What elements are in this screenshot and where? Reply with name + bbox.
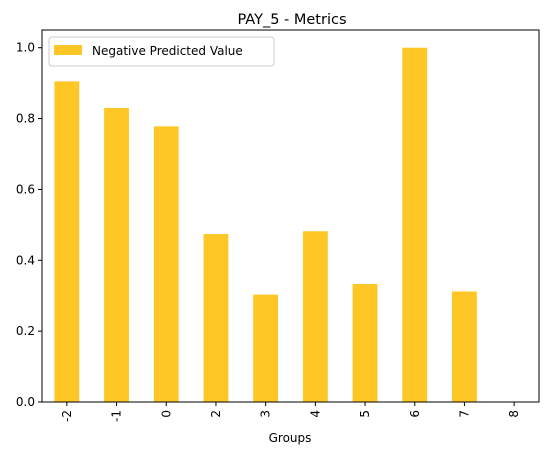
bar--2 bbox=[54, 81, 80, 402]
bar-5 bbox=[352, 284, 378, 402]
x-tick-label: 5 bbox=[358, 410, 372, 418]
x-tick-label: 6 bbox=[408, 410, 422, 418]
y-tick-label: 0.4 bbox=[16, 253, 35, 267]
x-tick-label: 7 bbox=[457, 410, 471, 418]
y-tick-label: 0.2 bbox=[16, 324, 35, 338]
bar-4 bbox=[302, 231, 328, 402]
x-axis-label: Groups bbox=[269, 431, 312, 445]
legend-box bbox=[48, 36, 275, 67]
chart-title: PAY_5 - Metrics bbox=[237, 12, 346, 28]
plot-frame bbox=[41, 29, 540, 403]
y-tick-label: 0.8 bbox=[16, 112, 35, 126]
x-tick-label: -2 bbox=[60, 410, 74, 422]
y-tick-label: 0.6 bbox=[16, 182, 35, 196]
x-tick-label: 0 bbox=[159, 410, 173, 418]
legend-label: Negative Predicted Value bbox=[92, 44, 243, 58]
bar-2 bbox=[203, 234, 229, 402]
bar-6 bbox=[402, 47, 428, 402]
bar-7 bbox=[452, 291, 477, 402]
x-ticks: -2 -1 0 2 3 4 5 6 7 8 bbox=[60, 402, 521, 422]
bar--1 bbox=[104, 107, 129, 402]
x-tick-label: 2 bbox=[209, 410, 223, 418]
legend: Negative Predicted Value bbox=[48, 36, 275, 67]
bars-group bbox=[54, 47, 477, 402]
x-tick-label: 8 bbox=[507, 410, 521, 418]
bar-3 bbox=[253, 294, 279, 402]
x-tick-label: -1 bbox=[110, 410, 124, 422]
y-tick-label: 1.0 bbox=[16, 41, 35, 55]
bar-0 bbox=[153, 126, 179, 402]
x-tick-label: 4 bbox=[308, 410, 322, 418]
legend-swatch bbox=[54, 45, 82, 55]
y-tick-label: 0.0 bbox=[16, 395, 35, 409]
x-tick-label: 3 bbox=[259, 410, 273, 418]
y-ticks: 0.0 0.2 0.4 0.6 0.8 1.0 bbox=[16, 41, 42, 409]
